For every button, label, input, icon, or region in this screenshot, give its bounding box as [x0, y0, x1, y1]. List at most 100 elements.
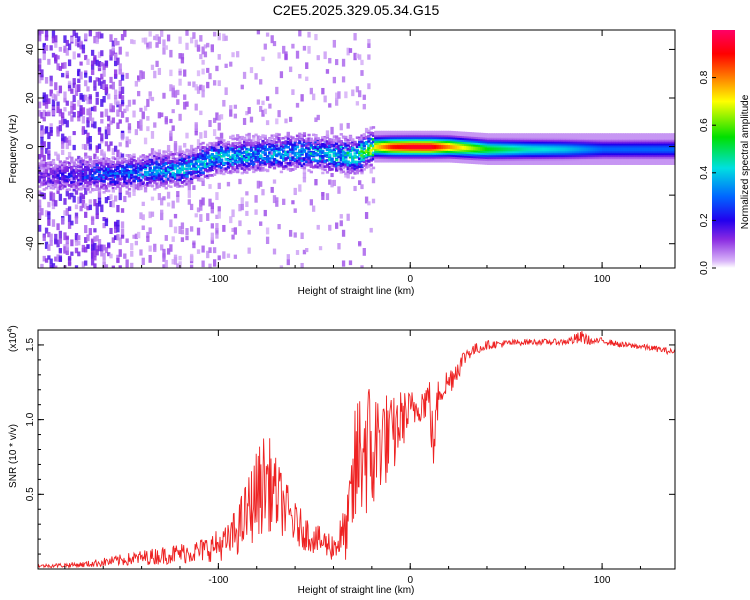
- spectrogram-cell: [576, 162, 581, 165]
- spectrogram-cell: [466, 161, 470, 164]
- spectrogram-cell: [374, 152, 378, 155]
- spectrogram-cell: [546, 146, 551, 150]
- spectrogram-cell: [47, 255, 51, 260]
- spectrogram-cell: [556, 144, 560, 148]
- spectrogram-cell: [238, 203, 242, 212]
- spectrogram-cell: [539, 160, 544, 164]
- spectrogram-cell: [169, 150, 173, 154]
- spectrogram-cell: [295, 138, 300, 141]
- spectrogram-cell: [486, 150, 491, 154]
- spectrogram-cell: [123, 195, 127, 203]
- spectrogram-cell: [247, 230, 251, 235]
- spectrogram-cell: [65, 235, 69, 240]
- spectrogram-cell: [556, 150, 560, 154]
- spectrogram-cell: [100, 133, 104, 142]
- spectrogram-cell: [445, 146, 449, 149]
- spectrogram-cell: [171, 171, 175, 175]
- spectrogram-cell: [546, 158, 551, 162]
- spectrogram-cell: [263, 145, 267, 148]
- spectrogram-cell: [314, 134, 318, 138]
- spectrogram-cell: [70, 101, 74, 108]
- spectrogram-cell: [88, 113, 92, 121]
- spectrogram-cell: [275, 141, 279, 144]
- spectrogram-cell: [81, 179, 86, 183]
- spectrogram-cell: [470, 141, 475, 145]
- spectrogram-cell: [454, 142, 459, 146]
- spectrogram-cell: [374, 158, 378, 161]
- spectrogram-cell: [259, 154, 263, 157]
- spectrogram-cell: [291, 200, 295, 205]
- spectrogram-cell: [397, 138, 401, 142]
- spectrogram-cell: [47, 173, 51, 176]
- spectrogram-cell: [364, 165, 369, 168]
- spectrogram-cell: [288, 161, 293, 165]
- spectrogram-cell: [387, 152, 392, 155]
- spectrogram-cell: [88, 190, 92, 194]
- spectrogram-cell: [362, 103, 366, 110]
- spectrogram-cell: [519, 133, 523, 136]
- spectrogram-cell: [302, 45, 307, 51]
- spectrogram-cell: [362, 147, 366, 151]
- spectrogram-cell: [160, 244, 164, 251]
- spectrogram-cell: [454, 133, 459, 136]
- spectrogram-cell: [498, 144, 502, 148]
- spectrogram-cell: [551, 158, 555, 162]
- spectrogram-cell: [562, 162, 567, 165]
- spectrogram-cell: [576, 152, 581, 156]
- spectrogram-cell: [321, 87, 325, 95]
- spectrogram-cell: [491, 133, 495, 136]
- spectrogram-cell: [157, 177, 162, 180]
- spectrogram-cell: [169, 84, 173, 92]
- spectrogram-cell: [484, 160, 488, 163]
- spectrogram-cell: [546, 133, 551, 136]
- spectrogram-cell: [56, 239, 60, 248]
- spectrogram-cell: [314, 143, 318, 146]
- spectrogram-cell: [97, 197, 102, 204]
- spectrogram-cell: [431, 156, 436, 159]
- spectrogram-cell: [100, 50, 104, 57]
- spectrogram-cell: [270, 161, 274, 165]
- spectrogram-cell: [245, 153, 249, 156]
- spectrogram-cell: [473, 161, 477, 165]
- spectrogram-cell: [256, 141, 261, 145]
- spectrogram-cell: [316, 137, 320, 140]
- spectrogram-cell: [178, 53, 182, 59]
- spectrogram-cell: [482, 146, 486, 150]
- spectrogram-cell: [491, 154, 495, 158]
- spectrogram-cell: [242, 145, 247, 149]
- spectrogram-cell: [427, 150, 431, 153]
- spectrogram-cell: [164, 171, 168, 175]
- spectrogram-cell: [58, 167, 63, 170]
- spectrogram-cell: [107, 162, 111, 166]
- spectrogram-cell: [229, 144, 233, 148]
- spectrogram-cell: [507, 137, 511, 140]
- spectrogram-cell: [537, 158, 541, 162]
- spectrogram-cell: [183, 160, 187, 163]
- spectrogram-cell: [399, 146, 403, 149]
- spectrogram-cell: [385, 140, 389, 144]
- spectrogram-cell: [422, 134, 426, 138]
- spectrogram-cell: [236, 166, 240, 170]
- spectrogram-cell: [358, 241, 362, 246]
- spectrogram-cell: [443, 158, 447, 161]
- spectrogram-cell: [484, 152, 488, 156]
- spectrogram-cell: [374, 144, 378, 147]
- spectrogram-cell: [141, 111, 145, 120]
- spectrogram-cell: [286, 156, 290, 160]
- spectrogram-cell: [215, 154, 219, 158]
- spectrogram-cell: [413, 156, 417, 159]
- spectrogram-cell: [111, 46, 115, 52]
- spectrogram-cell: [293, 144, 297, 148]
- spectrogram-cell: [399, 148, 403, 151]
- spectrogram-cell: [123, 167, 127, 171]
- spectrogram-cell: [500, 160, 505, 164]
- spectrogram-cell: [210, 44, 214, 53]
- spectrogram-cell: [113, 69, 118, 78]
- spectrogram-cell: [408, 146, 412, 149]
- spectrogram-cell: [413, 140, 417, 144]
- spectrogram-cell: [185, 149, 189, 153]
- spectrogram-cell: [486, 142, 491, 146]
- spectrogram-cell: [512, 144, 516, 148]
- spectrogram-cell: [385, 148, 389, 151]
- spectrogram-cell: [553, 142, 558, 146]
